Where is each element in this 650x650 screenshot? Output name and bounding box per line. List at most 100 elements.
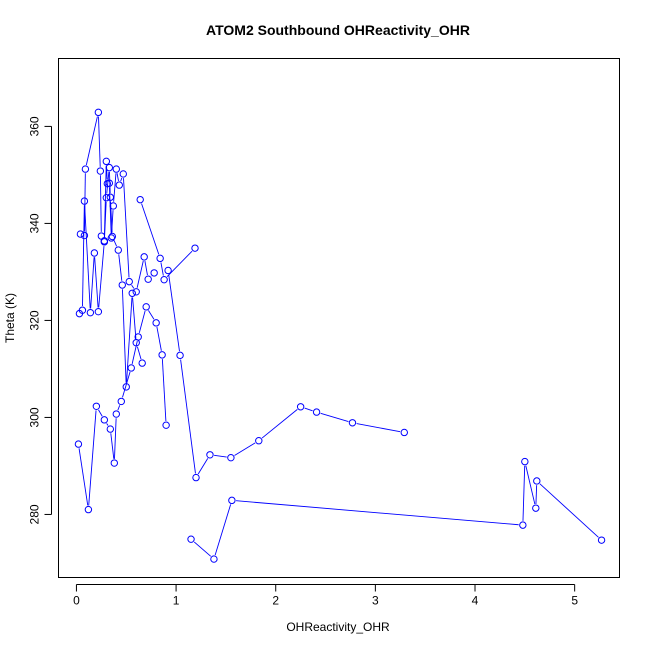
data-point [158, 351, 166, 359]
series-line-segment [193, 541, 212, 557]
series-line-segment [168, 274, 180, 352]
data-point [348, 419, 357, 427]
series-line-segment [90, 257, 95, 309]
x-tick-label: 5 [571, 594, 578, 608]
series-line-segment [214, 504, 232, 556]
series-line-segment [234, 442, 256, 456]
data-point [112, 165, 120, 173]
data-point [114, 246, 122, 254]
data-point [150, 269, 158, 277]
data-point [127, 364, 135, 372]
x-tick-label: 0 [73, 594, 80, 608]
data-point [210, 555, 218, 563]
data-point [312, 408, 321, 416]
series-line-segment [94, 257, 99, 308]
data-point [80, 231, 89, 240]
series-line-segment [88, 410, 97, 506]
data-point [228, 496, 236, 505]
data-point [110, 459, 119, 467]
series-line-segment [132, 297, 137, 339]
data-point [81, 165, 90, 173]
series-line-segment [138, 310, 146, 333]
x-tick-label: 1 [173, 594, 180, 608]
data-point [107, 234, 116, 242]
series-line-segment [126, 297, 133, 383]
data-point [94, 108, 103, 117]
series-line-segment [98, 116, 101, 167]
data-point [162, 421, 170, 429]
series-line-segment [214, 454, 227, 458]
series-5 [187, 457, 606, 563]
data-point [176, 351, 184, 360]
series-line-segment [525, 465, 536, 505]
data-point [84, 505, 93, 514]
series-line-segment [118, 254, 123, 281]
series-line-segment [197, 458, 209, 475]
data-point [142, 303, 150, 311]
data-point [78, 306, 87, 314]
data-point [136, 195, 144, 204]
y-tick-label: 360 [28, 116, 42, 136]
series-line-segment [121, 289, 127, 383]
series-line-segment [122, 371, 131, 398]
data-point [122, 383, 130, 391]
x-axis-label: OHReactivity_OHR [286, 620, 390, 634]
series-line-segment [156, 326, 162, 351]
y-tick-label: 280 [28, 504, 42, 524]
data-point [138, 359, 146, 367]
y-axis: 280 300 320 340 360 [28, 116, 52, 524]
data-point [192, 473, 200, 482]
data-point [255, 437, 263, 445]
data-point [191, 244, 199, 252]
series-line-segment [106, 165, 108, 180]
data-point [519, 521, 527, 529]
series-line-segment [117, 405, 121, 411]
series-line-segment [120, 177, 123, 182]
series-line-segment [535, 485, 538, 504]
data-point [160, 275, 168, 284]
plot-frame [58, 58, 620, 578]
series-line-segment [110, 433, 115, 459]
series-line-segment [161, 359, 167, 422]
y-tick-label: 340 [28, 213, 42, 233]
series-line-segment [84, 173, 86, 232]
x-tick-label: 2 [272, 594, 279, 608]
data-point [164, 266, 172, 275]
data-point [156, 254, 164, 263]
series-line-segment [113, 240, 118, 247]
data-point [152, 319, 160, 327]
data-point [521, 457, 529, 466]
series-line-segment [144, 260, 148, 276]
data-point [106, 425, 115, 433]
series-6 [136, 195, 199, 284]
series-line-segment [136, 260, 144, 288]
series-line-segment [111, 210, 114, 234]
data-point [187, 535, 195, 543]
chart-title: ATOM2 Southbound OHReactivity_OHR [206, 22, 470, 38]
y-tick-label: 300 [28, 407, 42, 427]
data-point [532, 504, 540, 512]
series-line-segment [84, 205, 91, 309]
data-point [119, 170, 127, 178]
series-line-segment [261, 409, 298, 439]
data-point [206, 451, 214, 459]
series-line-segment [109, 187, 112, 234]
series-line-segment [236, 500, 519, 526]
data-point [80, 197, 89, 205]
data-point [117, 397, 125, 406]
series-line-segment [85, 116, 98, 166]
data-point [100, 237, 109, 245]
data-point [96, 167, 105, 175]
series-line-segment [116, 173, 119, 182]
series-line-segment [522, 465, 526, 521]
series-2 [75, 163, 146, 391]
series-line-segment [113, 173, 117, 202]
series-line-segment [180, 359, 196, 474]
data-point [112, 410, 120, 418]
series-4 [164, 266, 408, 482]
series-line-segment [98, 245, 105, 308]
series-line-segment [98, 409, 103, 417]
data-point [400, 428, 408, 437]
